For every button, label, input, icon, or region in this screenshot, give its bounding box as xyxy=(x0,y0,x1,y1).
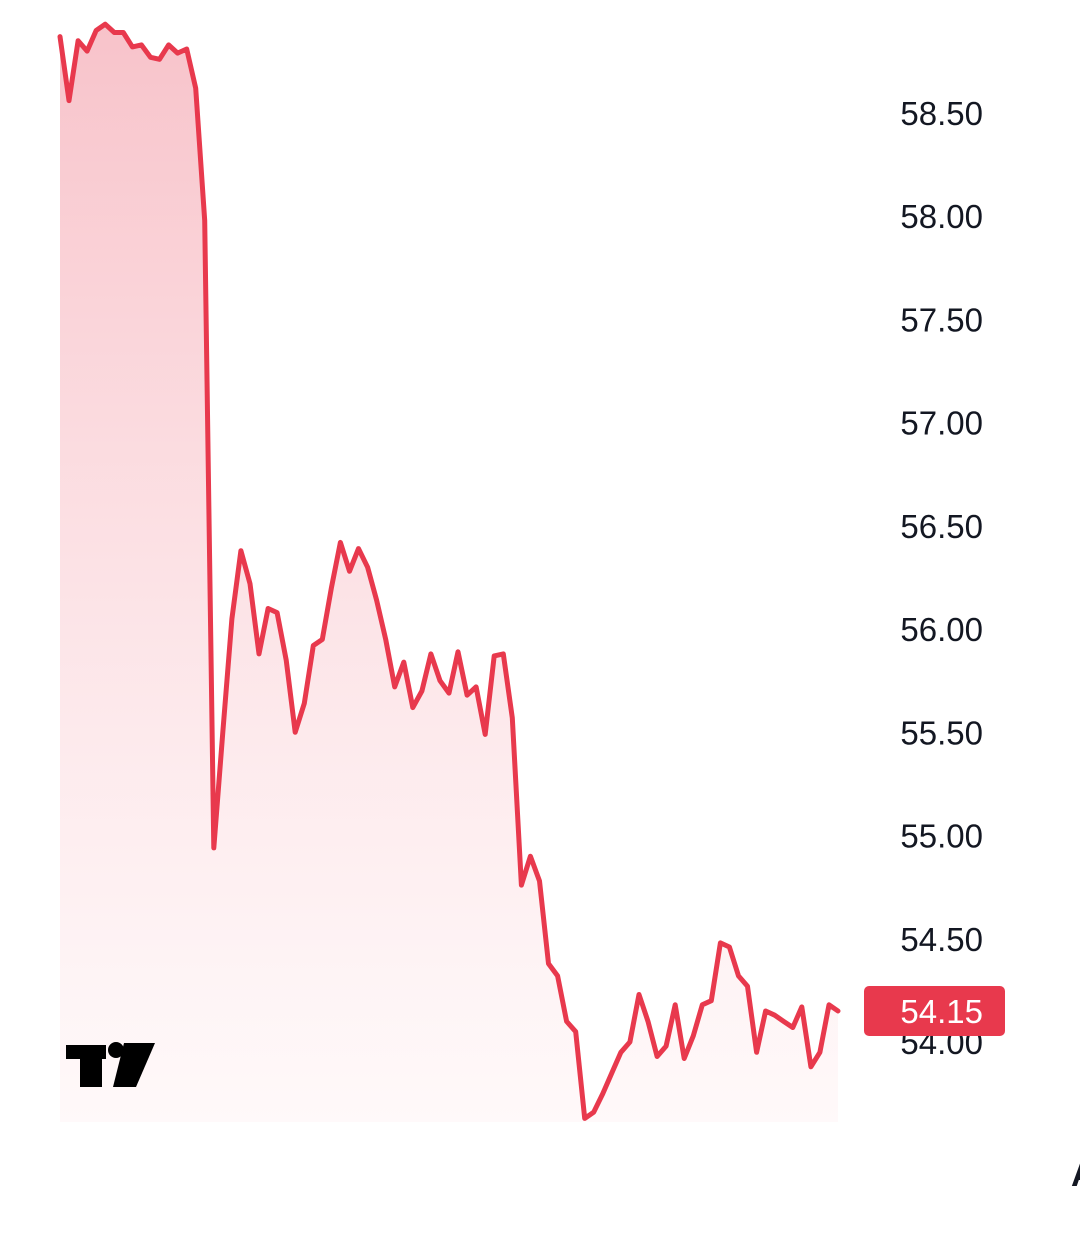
area-layer xyxy=(60,24,838,1123)
y-axis: 58.50 58.00 57.50 57.00 56.50 56.00 55.50 55.00… xyxy=(900,95,983,1061)
tradingview-logo xyxy=(66,1042,155,1087)
line-layer xyxy=(57,21,841,1121)
last-price-label-text: 54.15 xyxy=(900,993,983,1030)
y-tick-label: 55.50 xyxy=(900,714,983,751)
price-line xyxy=(57,21,841,1121)
price-area-fill xyxy=(60,24,838,1123)
y-tick-label: 57.00 xyxy=(900,405,983,442)
x-axis: Apr xyxy=(1071,1156,1080,1194)
last-price-label-bg xyxy=(864,986,1005,1036)
y-tick-label: 55.00 xyxy=(900,818,983,855)
x-tick-label: Apr xyxy=(1071,1156,1080,1194)
y-tick-label: 57.50 xyxy=(900,301,983,338)
y-tick-label: 54.50 xyxy=(900,921,983,958)
y-tick-label: 56.00 xyxy=(900,611,983,648)
y-tick-label: 58.00 xyxy=(900,198,983,235)
y-tick-label: 58.50 xyxy=(900,95,983,132)
last-price-label: 54.15 xyxy=(864,986,1005,1036)
y-tick-label: 56.50 xyxy=(900,508,983,545)
